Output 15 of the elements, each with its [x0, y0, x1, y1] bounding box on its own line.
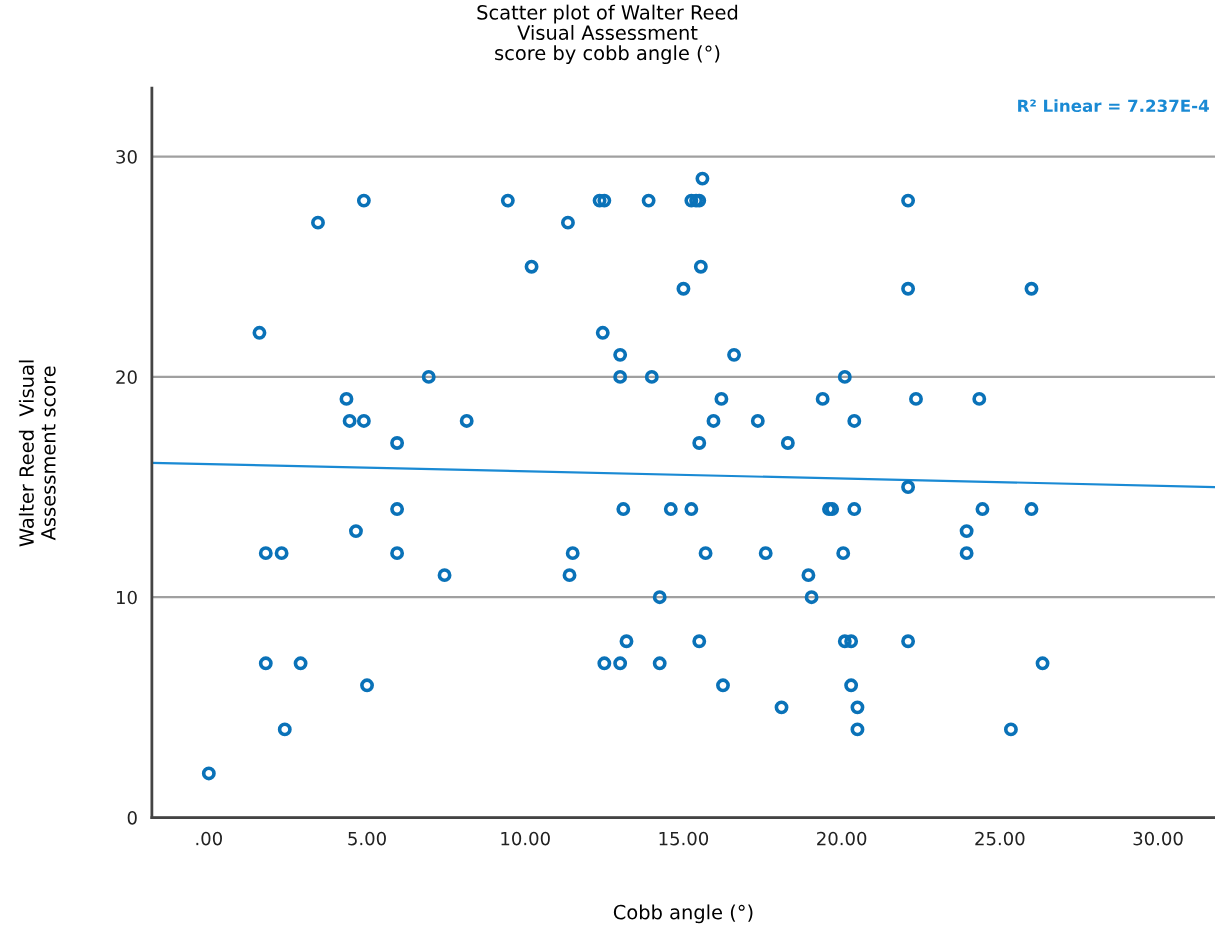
y-tick-label: 20 [116, 370, 137, 384]
y-tick-label: 30 [116, 150, 137, 164]
x-tick-label: 15.00 [659, 831, 709, 846]
x-tick-label: 30.00 [1133, 831, 1183, 846]
x-tick-label: 5.00 [348, 831, 386, 846]
x-tick-label: 20.00 [817, 831, 867, 846]
x-tick-label: 25.00 [975, 831, 1025, 846]
y-tick-label: 10 [116, 590, 137, 605]
x-tick-label: .00 [196, 831, 222, 846]
annotation: R² Linear = 7.237E-4 [1018, 99, 1209, 113]
x-axis-title: Cobb angle (°) [613, 904, 753, 924]
y-axis-title: Walter Reed Visual Assessment score [18, 360, 56, 547]
chart-title: Scatter plot of Walter Reed Visual Assessment score by cobb angle (°) [477, 4, 738, 65]
x-tick-label: 10.00 [501, 831, 550, 846]
y-tick-label: 0 [127, 810, 137, 825]
